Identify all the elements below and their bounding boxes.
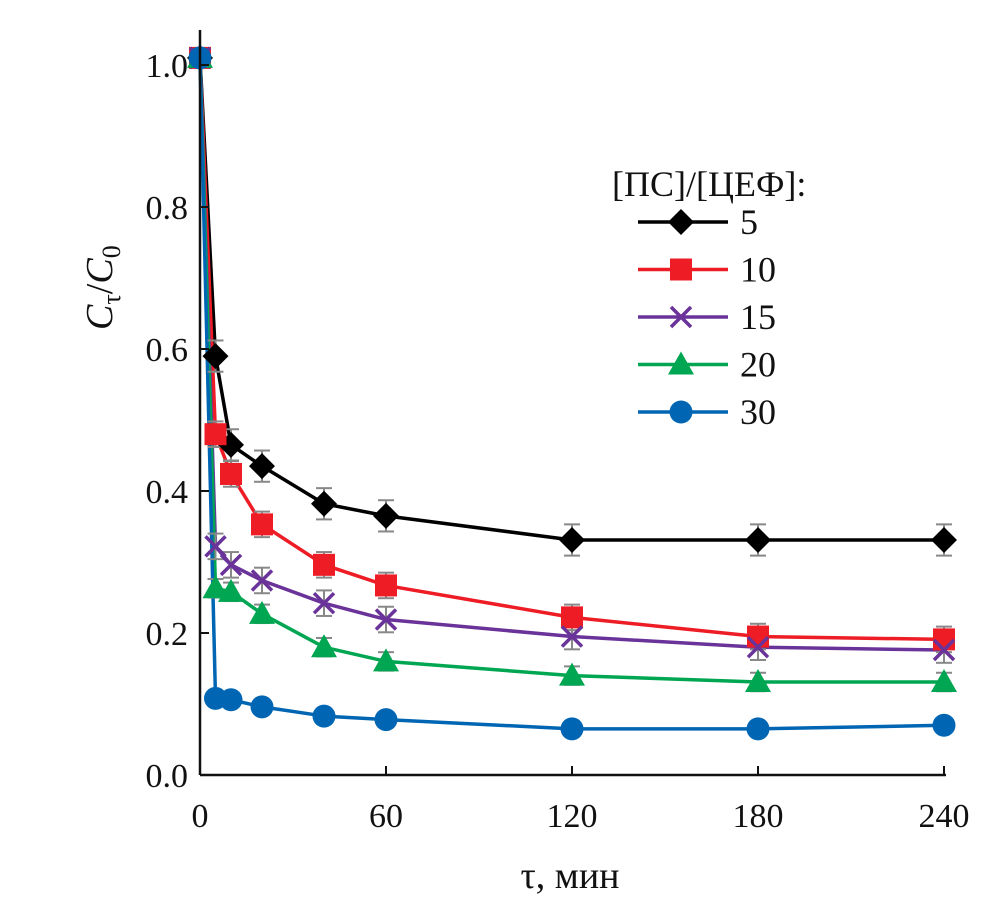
x-marker-stroke	[204, 535, 227, 558]
data-point-10	[933, 628, 955, 651]
data-point-20	[559, 662, 585, 686]
legend-label-10: 10	[740, 250, 776, 290]
x-tick-label: 240	[919, 798, 970, 835]
data-point-15	[219, 553, 243, 577]
x-marker-stroke	[746, 635, 770, 659]
data-point-5	[745, 526, 771, 553]
legend-label-15: 15	[740, 297, 776, 337]
legend-label-30: 30	[740, 392, 776, 432]
series-line-20	[198, 57, 944, 684]
y-tick-label: 1.0	[146, 48, 189, 85]
y-label-sub1: τ	[97, 294, 126, 304]
data-point-15	[932, 638, 956, 662]
data-point-20	[931, 668, 957, 692]
data-point-5	[373, 502, 399, 529]
series-line-5	[198, 57, 944, 542]
legend-label-20: 20	[740, 345, 776, 385]
data-point-30	[932, 713, 956, 737]
x-tick-label: 180	[733, 798, 784, 835]
data-point-15	[746, 635, 770, 659]
data-point-10	[561, 606, 583, 629]
data-point-30	[250, 695, 274, 719]
data-point-20	[218, 578, 244, 602]
y-tick-label: 0.2	[146, 616, 189, 653]
legend-label-5: 5	[740, 202, 758, 242]
data-point-20	[373, 648, 399, 672]
data-point-30	[312, 704, 336, 728]
data-point-10	[375, 574, 397, 597]
data-point-5	[311, 490, 337, 517]
data-point-15	[250, 569, 274, 592]
series-line-15	[198, 57, 945, 652]
data-point-30	[560, 717, 584, 741]
y-label-c: C	[79, 304, 121, 330]
data-point-30	[219, 688, 243, 712]
x-marker-stroke	[312, 591, 336, 615]
data-point-5	[559, 526, 585, 553]
x-axis-label: τ, мин	[521, 855, 620, 897]
x-marker-stroke	[932, 638, 956, 662]
data-point-10	[204, 423, 227, 446]
axes	[198, 30, 946, 777]
x-tick-label: 120	[547, 798, 598, 835]
x-marker-stroke	[560, 625, 584, 648]
data-point-10	[747, 625, 769, 648]
data-point-20	[249, 600, 275, 624]
y-tick-label: 0.6	[146, 332, 189, 369]
y-label-sub2: 0	[97, 245, 126, 258]
legend-marker-20	[668, 351, 694, 375]
data-point-10	[220, 462, 242, 485]
x-marker-stroke	[219, 553, 243, 577]
data-point-20	[202, 575, 229, 599]
x-tick-label: 0	[192, 798, 209, 835]
legend: [ПС]/[ЦЕФ]: 5 10 15 20 30	[612, 164, 806, 432]
tick-labels: 0.0 0.2 0.4 0.6 0.8 1.0 0 60 120 180 240	[146, 48, 970, 835]
legend-marker-15	[669, 305, 693, 329]
y-label-c0: C	[79, 258, 121, 284]
legend-marker-10	[670, 258, 692, 281]
data-point-20	[311, 634, 337, 658]
legend-marker-30	[669, 400, 693, 424]
y-tick-label: 0.8	[146, 190, 189, 227]
x-tick-label: 60	[369, 798, 403, 835]
data-point-15	[204, 535, 227, 558]
y-label-slash: /	[79, 283, 121, 294]
x-marker-stroke	[374, 608, 398, 631]
x-marker-stroke	[669, 305, 693, 329]
data-point-15	[312, 591, 336, 615]
data-point-30	[374, 708, 398, 732]
y-axis-label: Cτ/C0	[79, 245, 126, 330]
legend-title: [ПС]/[ЦЕФ]:	[612, 164, 806, 204]
y-tick-label: 0.4	[146, 474, 189, 511]
x-marker-stroke	[250, 569, 274, 592]
data-point-5	[931, 526, 957, 553]
data-point-5	[249, 453, 275, 480]
data-point-15	[374, 608, 398, 631]
y-tick-label: 0.0	[146, 758, 189, 795]
data-point-30	[746, 717, 770, 741]
legend-marker-5	[668, 209, 694, 235]
data-point-15	[560, 625, 584, 648]
data-point-10	[251, 513, 273, 536]
data-point-20	[745, 668, 771, 692]
data-point-10	[313, 553, 335, 576]
